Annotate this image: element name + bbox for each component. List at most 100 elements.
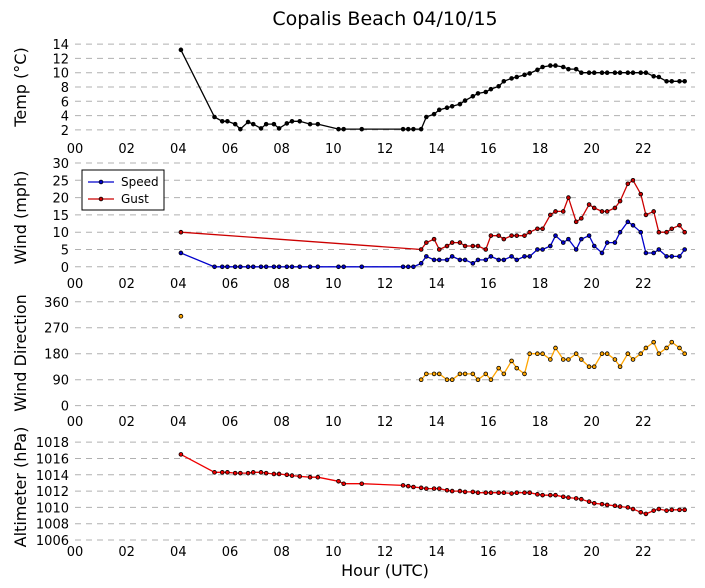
panel-direction: 0 90 180 270 360 00 02 04 06 08 10 12 14 16 18 20 22 Wind… [11, 294, 695, 430]
y-tick-label: 1016 [36, 452, 69, 467]
data-point [643, 345, 649, 351]
data-point [271, 471, 277, 477]
data-point [483, 490, 489, 496]
data-point [599, 209, 605, 214]
data-point [424, 371, 429, 377]
x-tick-label: 06 [222, 277, 239, 292]
data-point [527, 229, 532, 235]
data-point [540, 226, 545, 232]
data-point [475, 243, 481, 249]
x-tick-label: 12 [377, 545, 394, 560]
data-point [540, 64, 545, 70]
data-point [566, 495, 571, 500]
x-tick-label: 20 [583, 415, 600, 430]
data-point [522, 371, 527, 377]
data-point [573, 66, 579, 72]
data-point [238, 126, 243, 132]
x-tick-label: 00 [67, 545, 84, 560]
data-point [400, 264, 406, 270]
y-tick-label: 30 [52, 157, 69, 172]
data-point [540, 351, 545, 357]
legend: Speed Gust [81, 169, 165, 211]
data-point [436, 371, 442, 377]
data-point [178, 313, 184, 319]
series-wind-gust [178, 178, 687, 252]
data-point [258, 126, 264, 131]
data-point [669, 507, 675, 513]
data-point [669, 339, 675, 345]
data-point [553, 345, 558, 351]
data-point [586, 364, 592, 370]
data-point [612, 503, 618, 509]
x-tick-label: 02 [118, 415, 135, 430]
data-point [501, 236, 507, 242]
data-point [573, 219, 579, 225]
data-point [418, 485, 424, 491]
data-point [677, 345, 682, 351]
data-point [250, 264, 256, 270]
data-point [449, 103, 455, 109]
legend-label: Gust [121, 192, 149, 206]
data-point [535, 351, 540, 357]
data-point [579, 496, 584, 502]
data-point [625, 351, 631, 357]
data-point [604, 240, 610, 245]
data-point [566, 236, 571, 242]
y-axis-label: Wind (mph) [11, 171, 30, 265]
x-tick-label: 22 [635, 415, 652, 430]
data-point [341, 126, 346, 132]
x-tick-label: 02 [118, 545, 135, 560]
data-point [522, 254, 527, 259]
y-tick-label: 14 [52, 38, 69, 53]
data-point [284, 472, 290, 478]
data-point [573, 351, 579, 357]
y-tick-label: 6 [61, 95, 69, 110]
data-point [604, 70, 610, 76]
data-point [245, 470, 251, 476]
data-point [470, 371, 476, 377]
data-point [359, 264, 365, 270]
series-temp-0 [178, 47, 687, 132]
data-point [436, 107, 442, 113]
data-point [483, 371, 489, 377]
data-point [612, 70, 618, 76]
data-point [418, 247, 424, 252]
data-point [625, 181, 631, 187]
data-point [566, 66, 571, 72]
data-point [424, 486, 429, 491]
data-point [424, 254, 429, 259]
data-point [178, 47, 184, 53]
data-point [431, 486, 437, 491]
data-point [522, 490, 527, 496]
data-point [289, 473, 295, 478]
data-point [297, 118, 303, 124]
x-tick-label: 06 [222, 142, 239, 157]
data-point [178, 452, 184, 457]
data-point [617, 70, 623, 76]
data-point [573, 247, 579, 252]
y-tick-label: 25 [52, 174, 69, 189]
series-altimeter-0 [178, 452, 687, 517]
data-point [599, 501, 605, 507]
x-tick-label: 12 [377, 415, 394, 430]
data-point [527, 490, 532, 496]
data-point [315, 264, 321, 270]
data-point [651, 250, 656, 256]
data-point [462, 257, 468, 263]
legend-box [81, 169, 165, 211]
data-point [656, 247, 662, 252]
data-point [579, 216, 584, 221]
data-point [514, 233, 520, 238]
data-point [307, 121, 313, 127]
data-point [219, 264, 225, 270]
data-point [219, 470, 225, 475]
data-point [651, 339, 656, 345]
data-point [232, 121, 238, 127]
x-tick-label: 12 [377, 277, 394, 292]
data-point [225, 264, 230, 270]
data-point [651, 209, 656, 214]
data-point [630, 506, 636, 512]
